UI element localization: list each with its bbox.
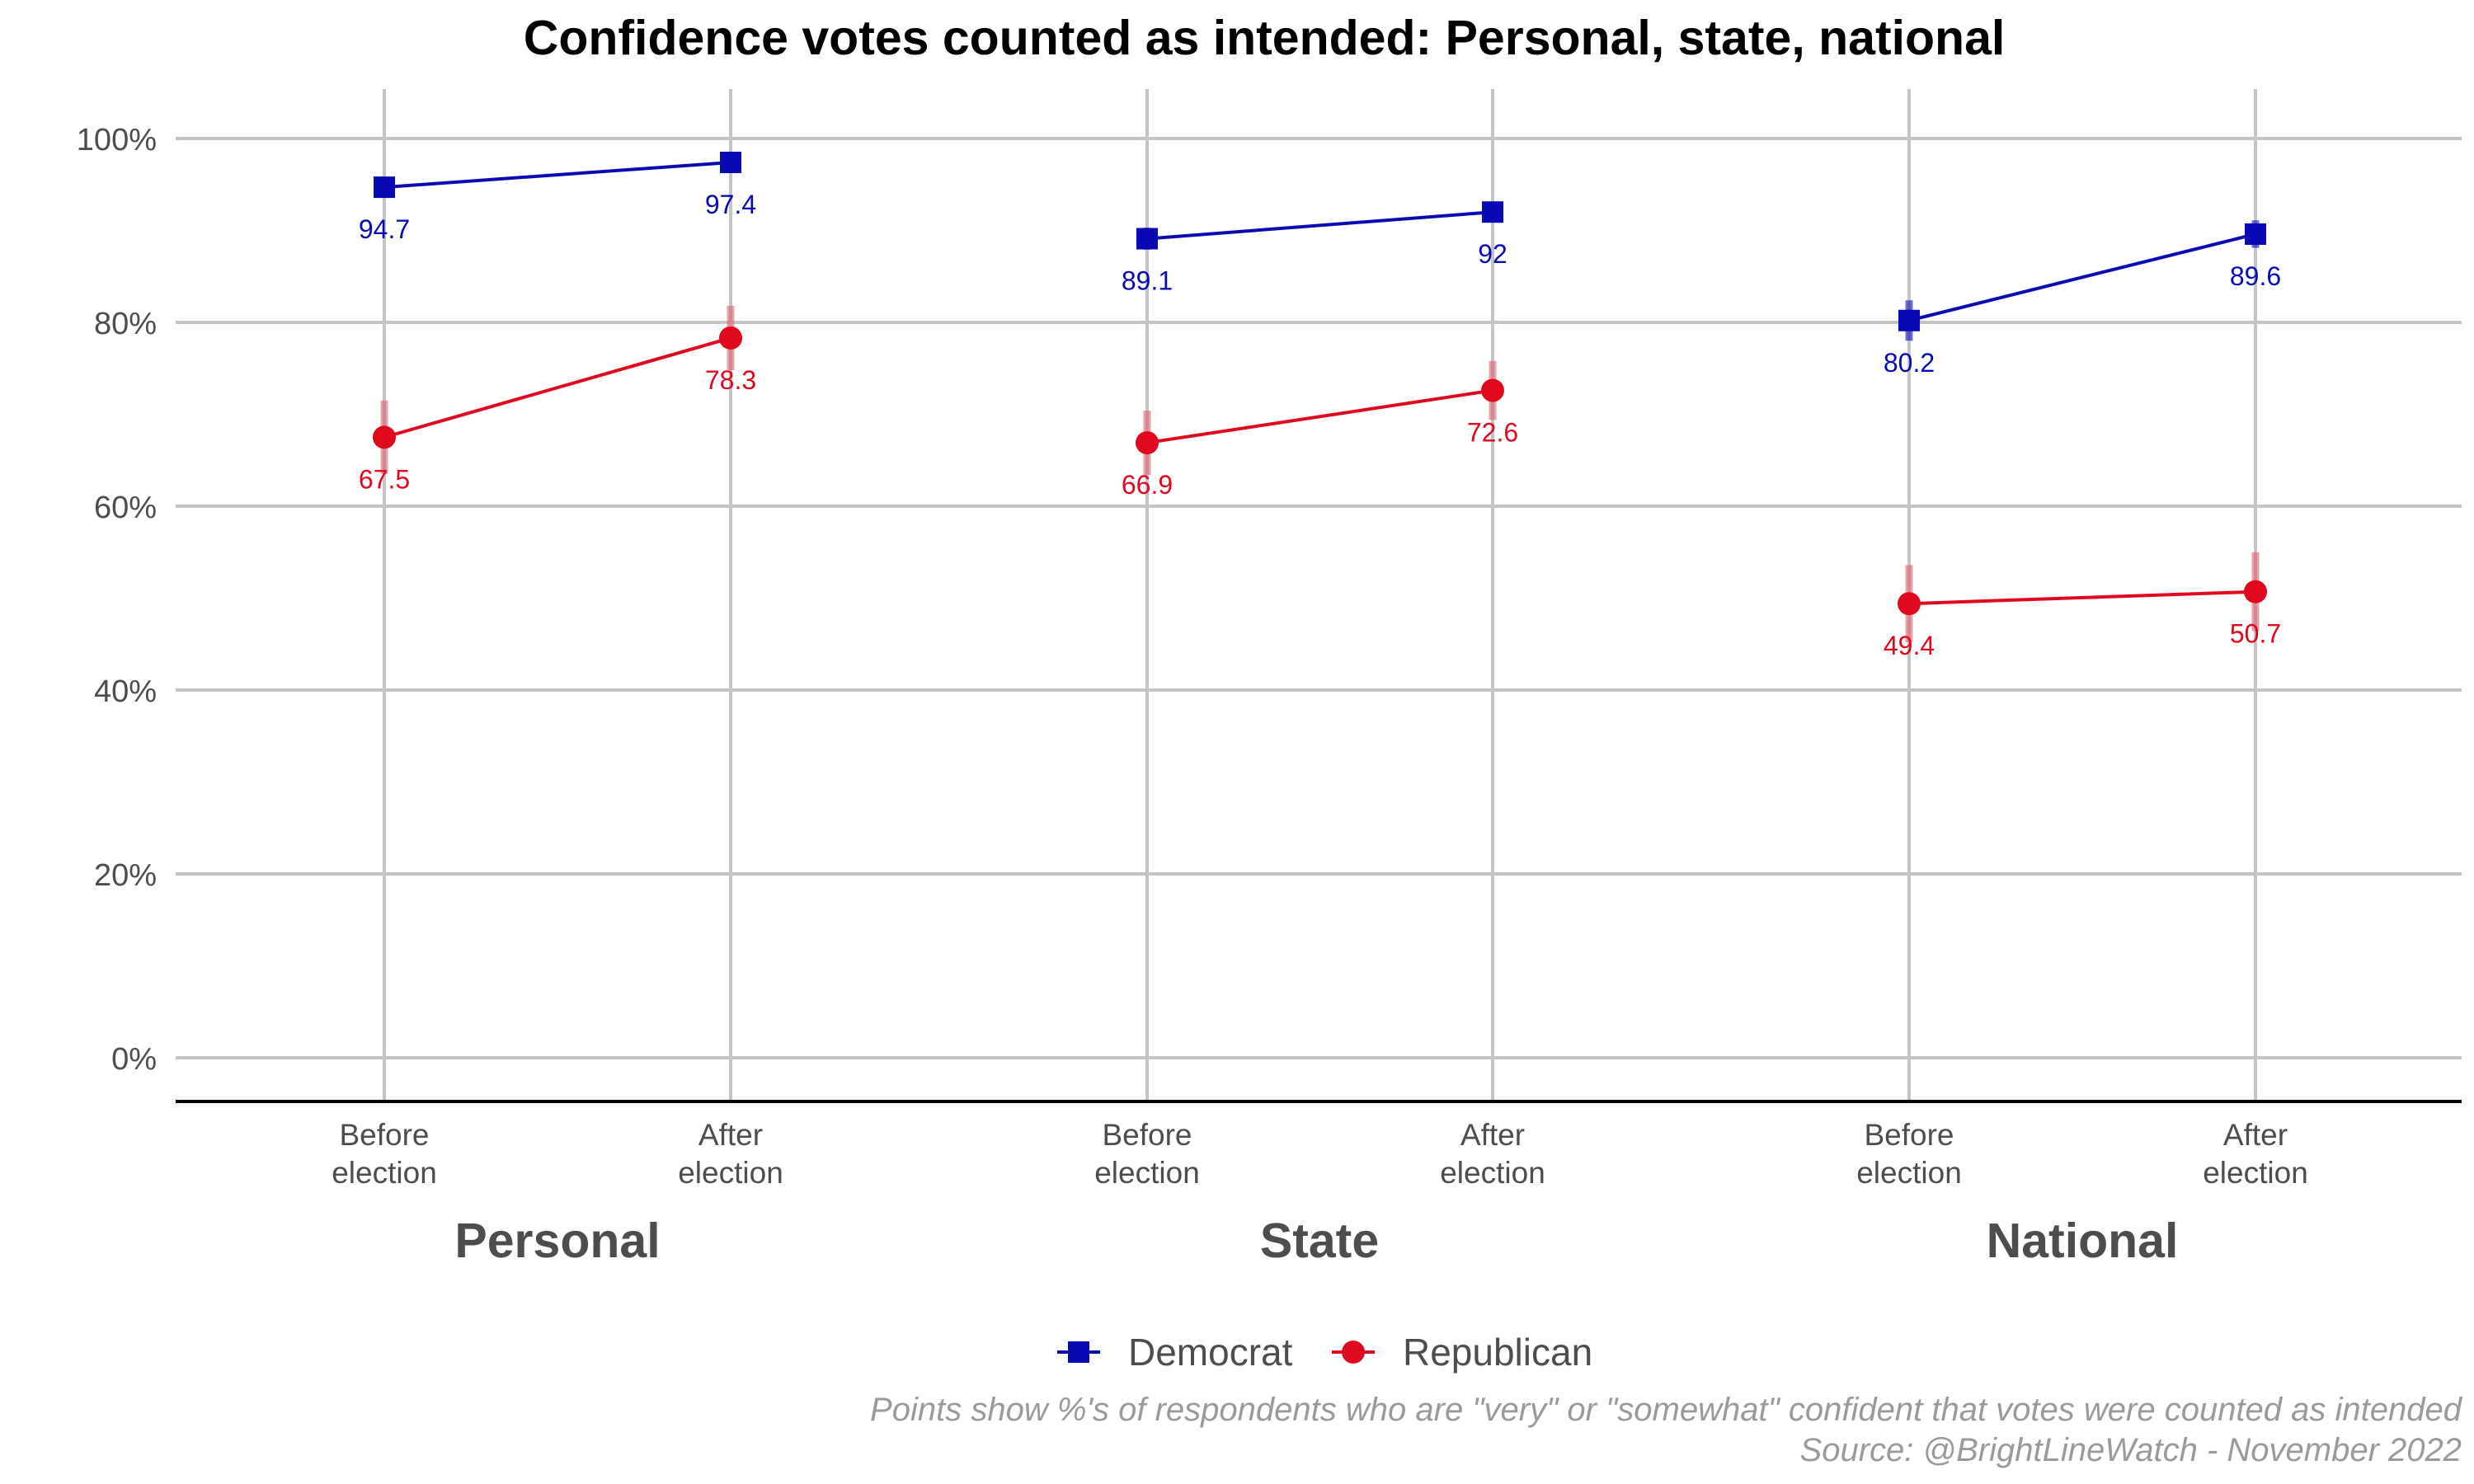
democrat-line-personal: [383, 160, 731, 190]
legend-label-democrat: Democrat: [1128, 1331, 1293, 1374]
republican-point-state-1: [1481, 378, 1504, 402]
panel-label-personal: Personal: [454, 1214, 660, 1268]
republican-point-national-0: [1898, 592, 1921, 616]
legend-key-marker-republican: [1342, 1341, 1365, 1364]
republican-data-label-national-0: 49.4: [1884, 631, 1935, 660]
republican-data-label-personal-1: 78.3: [705, 365, 756, 395]
republican-point-personal-1: [719, 326, 742, 350]
democrat-data-label-national-1: 89.6: [2230, 261, 2281, 291]
republican-point-state-0: [1136, 431, 1159, 455]
data-series: 94.7 97.4 89.1 92 80.2 89.6 67.5 78.3 66.9 72.6 49…: [359, 151, 2281, 660]
democrat-point-national-0: [1898, 309, 1920, 331]
democrat-data-label-state-1: 92: [1478, 239, 1507, 269]
democrat-point-personal-1: [720, 151, 741, 173]
caption-line-1: Points show %'s of respondents who are "…: [870, 1392, 2463, 1428]
legend: Democrat Republican: [1057, 1331, 1592, 1374]
y-tick-label-80: 80%: [94, 307, 157, 341]
panel-label-national: National: [1987, 1214, 2179, 1268]
democrat-data-label-state-0: 89.1: [1122, 266, 1173, 296]
republican-point-national-1: [2244, 580, 2267, 603]
x-tick-label-national-0: Before election: [1856, 1118, 1962, 1190]
x-tick-label-state-0: Before election: [1094, 1118, 1200, 1190]
democrat-point-state-1: [1482, 201, 1503, 223]
legend-label-republican: Republican: [1403, 1331, 1592, 1374]
democrat-point-national-1: [2245, 223, 2266, 245]
y-tick-label-100: 100%: [77, 123, 157, 157]
y-tick-label-0: 0%: [111, 1042, 157, 1077]
x-tick-label-national-1: After election: [2203, 1118, 2308, 1190]
republican-line-personal: [383, 336, 731, 439]
x-tick-label-personal-1: After election: [678, 1118, 783, 1190]
x-tick-label-personal-0: Before election: [332, 1118, 437, 1190]
democrat-data-label-national-0: 80.2: [1884, 348, 1935, 378]
republican-line-state: [1146, 388, 1493, 445]
republican-line-national: [1908, 589, 2256, 606]
democrat-point-state-0: [1136, 228, 1158, 250]
democrat-line-national: [1908, 232, 2256, 322]
panel-label-state: State: [1260, 1214, 1379, 1268]
axes: 0% 20% 40% 60% 80% 100% Before election After ele…: [77, 123, 2462, 1268]
democrat-point-personal-0: [374, 176, 395, 199]
x-tick-label-state-1: After election: [1440, 1118, 1545, 1190]
y-tick-label-60: 60%: [94, 491, 157, 525]
gridlines: [176, 89, 2462, 1101]
republican-data-label-state-1: 72.6: [1467, 418, 1518, 448]
republican-point-personal-0: [373, 425, 396, 449]
democrat-line-state: [1146, 210, 1493, 241]
republican-data-label-personal-0: 67.5: [359, 464, 410, 494]
republican-data-label-national-1: 50.7: [2230, 619, 2281, 649]
democrat-data-label-personal-0: 94.7: [359, 214, 410, 244]
republican-data-label-state-0: 66.9: [1122, 470, 1173, 500]
legend-key-marker-democrat: [1068, 1341, 1089, 1363]
caption-line-2: Source: @BrightLineWatch - November 2022: [1800, 1432, 2462, 1468]
y-tick-label-40: 40%: [94, 674, 157, 709]
democrat-data-label-personal-1: 97.4: [705, 190, 756, 219]
chart-title: Confidence votes counted as intended: Pe…: [524, 11, 2006, 65]
y-tick-label-20: 20%: [94, 858, 157, 893]
